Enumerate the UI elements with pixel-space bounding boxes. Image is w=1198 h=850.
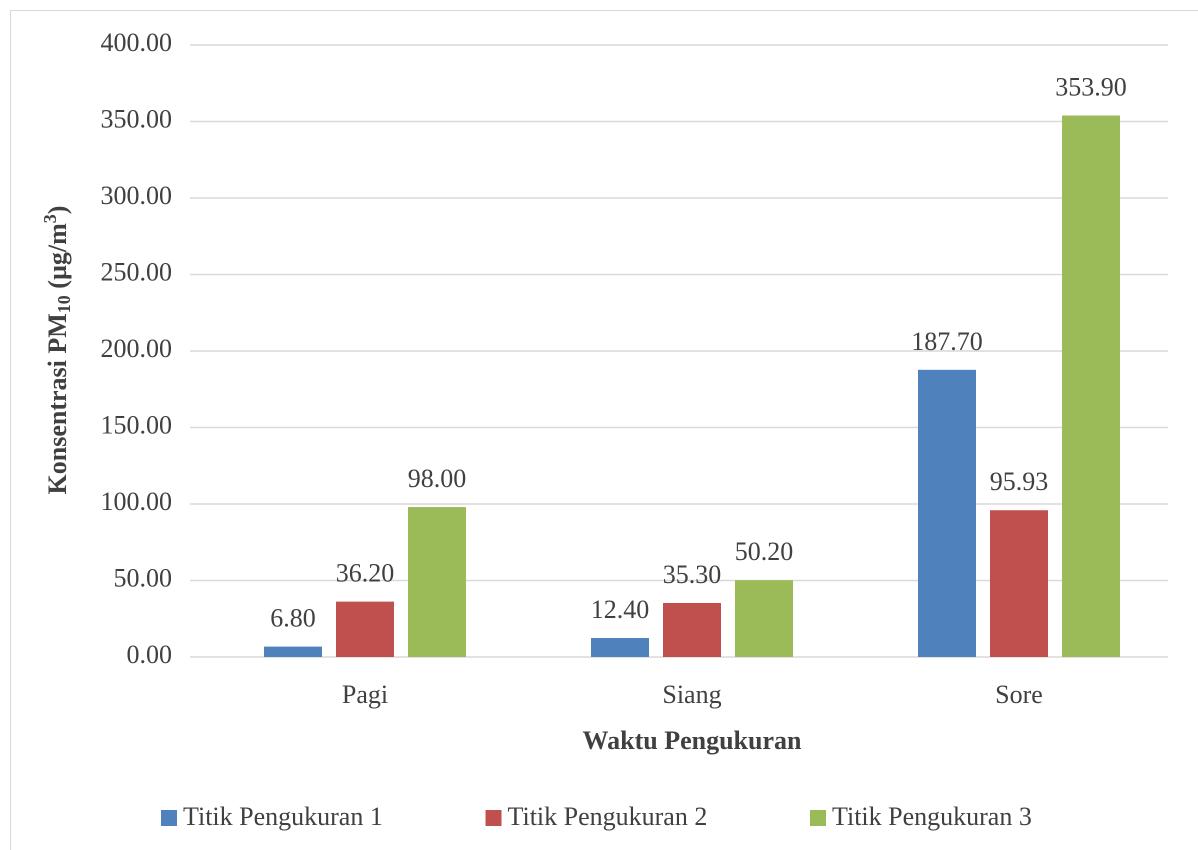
y-tick-label: 350.00 xyxy=(101,104,173,133)
y-axis-label: Konsentrasi PM10 (µg/m3) xyxy=(40,206,74,495)
bar xyxy=(264,646,322,657)
y-tick-label: 250.00 xyxy=(101,257,173,286)
y-label-sub: 10 xyxy=(54,295,74,313)
legend-label: Titik Pengukuran 3 xyxy=(832,802,1032,831)
y-tick-label: 150.00 xyxy=(101,410,173,439)
bar xyxy=(1062,115,1120,657)
y-tick-label: 300.00 xyxy=(101,181,173,210)
bar xyxy=(336,601,394,657)
bar xyxy=(663,602,721,657)
y-label-part: ) xyxy=(43,206,72,215)
y-label-part: Konsentrasi PM xyxy=(43,313,72,494)
legend-label: Titik Pengukuran 1 xyxy=(183,802,383,831)
data-label: 187.70 xyxy=(911,327,983,356)
legend-swatch xyxy=(161,810,177,826)
chart-border xyxy=(10,10,1198,850)
y-tick-label: 200.00 xyxy=(101,334,173,363)
x-tick-label: Pagi xyxy=(342,680,388,709)
data-label: 35.30 xyxy=(663,560,722,589)
data-label: 353.90 xyxy=(1055,73,1127,102)
legend-label: Titik Pengukuran 2 xyxy=(508,802,708,831)
bar xyxy=(408,507,466,657)
x-tick-label: Sore xyxy=(995,680,1043,709)
legend-swatch xyxy=(485,810,502,826)
y-label-sup: 3 xyxy=(40,214,60,223)
data-label: 12.40 xyxy=(591,595,650,624)
bar xyxy=(735,580,793,657)
bar xyxy=(990,510,1048,657)
y-tick-label: 0.00 xyxy=(127,640,173,669)
data-label: 36.20 xyxy=(336,559,395,588)
y-label-part: (µg/m xyxy=(43,223,72,295)
x-axis-label: Waktu Pengukuran xyxy=(583,726,802,755)
data-label: 98.00 xyxy=(408,464,467,493)
y-tick-label: 100.00 xyxy=(101,487,173,516)
data-label: 6.80 xyxy=(270,604,316,633)
data-label: 50.20 xyxy=(735,537,794,566)
bar xyxy=(918,369,976,657)
y-tick-label: 50.00 xyxy=(114,563,173,592)
data-label: 95.93 xyxy=(990,467,1049,496)
bar xyxy=(591,638,649,657)
legend-swatch xyxy=(810,810,826,826)
y-tick-label: 400.00 xyxy=(101,28,173,57)
x-tick-label: Siang xyxy=(662,680,721,709)
